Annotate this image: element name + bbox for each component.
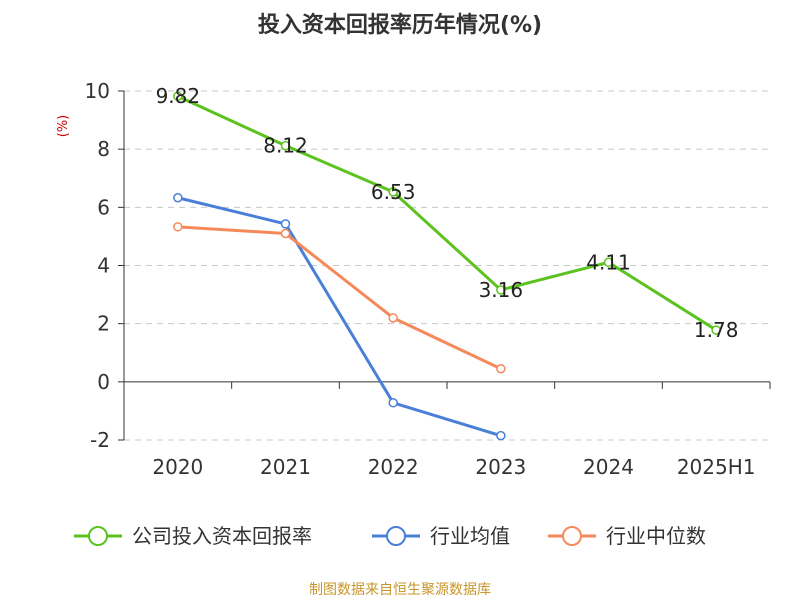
chart-title: 投入资本回报率历年情况(%) (258, 12, 542, 38)
data-point (496, 430, 506, 441)
x-tick-label: 2021 (260, 455, 311, 479)
x-tick-label: 2020 (152, 455, 203, 479)
x-tick-label: 2025H1 (677, 455, 756, 479)
data-point (388, 313, 398, 323)
data-point (711, 325, 721, 335)
data-point (388, 187, 398, 197)
legend-marker (386, 526, 406, 546)
legend-label: 公司投入资本回报率 (132, 524, 312, 548)
data-label: 1.78 (694, 318, 739, 342)
y-tick-label: 4 (97, 254, 110, 278)
legend-marker (562, 526, 582, 546)
series-line (177, 94, 717, 332)
data-point (496, 363, 506, 374)
legend-label: 行业均值 (430, 524, 510, 548)
data-label: 9.82 (156, 84, 201, 108)
series-line (177, 196, 502, 438)
y-tick-label: 2 (97, 312, 110, 336)
data-point (280, 140, 291, 151)
data-point (280, 228, 291, 239)
data-point (388, 398, 398, 408)
data-labels: 9.82 8.12 6.53 3.16 4.11 1.78 (156, 84, 739, 342)
y-tick-label: -2 (90, 428, 110, 452)
series-line (177, 225, 502, 371)
series (173, 91, 721, 441)
legend-marker (88, 526, 108, 546)
source-note: 制图数据来自恒生聚源数据库 (309, 582, 491, 598)
data-label: 4.11 (586, 250, 631, 274)
legend-item: 公司投入资本回报率 (74, 524, 312, 548)
data-point (173, 91, 183, 101)
legend: 公司投入资本回报率 行业均值 行业中位数 (74, 524, 706, 548)
x-tick-label: 2024 (583, 455, 634, 479)
y-tick-label: 10 (85, 79, 110, 103)
y-tick-label: 0 (97, 370, 110, 394)
data-point (173, 222, 183, 232)
data-point (173, 192, 183, 203)
data-label: 8.12 (263, 134, 308, 158)
data-label: 3.16 (479, 278, 524, 302)
legend-label: 行业中位数 (606, 524, 706, 548)
y-axis-label: (%) (56, 115, 71, 138)
data-point (280, 219, 291, 229)
axes: -2 0 2 4 6 8 10 2020 2021 2022 2023 2024 2025H1 (85, 79, 771, 479)
legend-item: 行业均值 (372, 524, 510, 548)
y-tick-label: 8 (97, 137, 110, 161)
x-tick-label: 2023 (475, 455, 526, 479)
grid (124, 90, 770, 441)
data-point (496, 285, 506, 295)
y-tick-label: 6 (97, 195, 110, 219)
x-tick-label: 2022 (368, 455, 419, 479)
data-point (603, 257, 614, 268)
data-label: 6.53 (371, 180, 416, 204)
legend-item: 行业中位数 (548, 524, 706, 548)
